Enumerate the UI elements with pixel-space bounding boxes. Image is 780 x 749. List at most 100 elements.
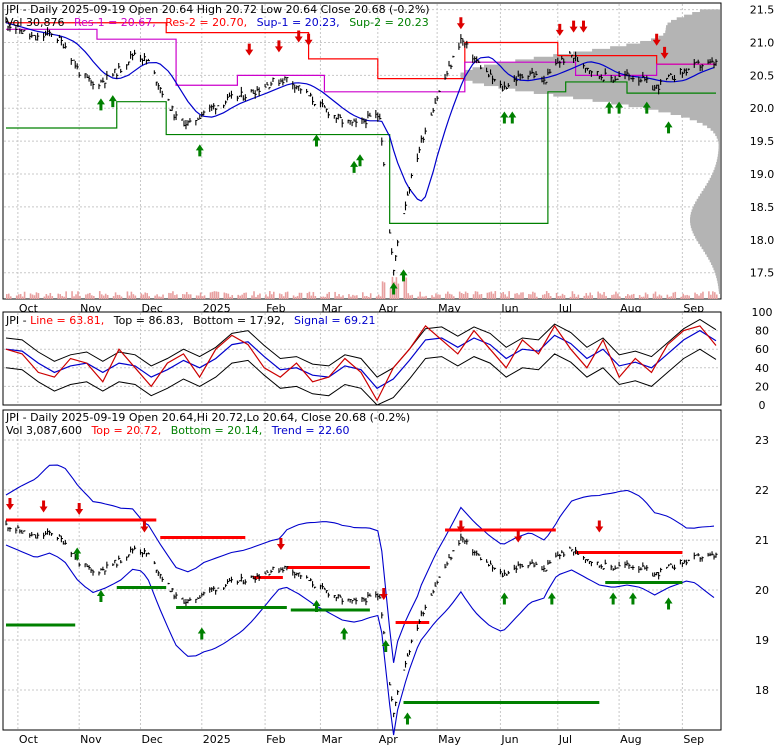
x-tick-label: 2025 (203, 733, 231, 745)
volume-profile-bar (718, 288, 720, 292)
up-arrow (389, 282, 398, 295)
volume-bar (530, 294, 532, 299)
volume-bar (575, 296, 578, 299)
volume-profile-bar (626, 43, 720, 47)
up-arrow (195, 144, 204, 157)
rsi-panel-title: JPI - Line = 63.81, Top = 86.83, Bottom … (5, 314, 376, 327)
volume-bar (348, 294, 350, 299)
volume-bar (338, 294, 340, 299)
volume-bar (541, 294, 544, 299)
volume-bar (405, 277, 408, 299)
volume-bar (407, 293, 410, 299)
volume-profile-bar (666, 25, 720, 29)
down-arrow (652, 33, 661, 46)
volume-bar (87, 293, 89, 299)
up-arrow (399, 269, 408, 282)
trend-bottom-value: Bottom = 20.14, (171, 424, 263, 437)
volume-bar (545, 291, 548, 299)
res2-line (6, 22, 716, 80)
volume-bar (583, 295, 586, 299)
volume-bar (162, 294, 164, 299)
volume-bar (660, 295, 663, 299)
rsi-lower-band (5, 348, 717, 406)
volume-bar (154, 295, 156, 299)
volume-bar (599, 293, 601, 299)
volume-profile-bar (498, 85, 720, 89)
volume-profile-bar (640, 40, 720, 44)
volume-profile-bar (671, 19, 720, 23)
y-tick-label: 100 (752, 306, 773, 319)
sup2-value: Sup-2 = 20.23 (349, 16, 429, 29)
volume-bar (63, 296, 65, 299)
volume-bar (367, 296, 370, 299)
volume-profile-bar (698, 196, 720, 200)
volume-bar (354, 295, 356, 299)
volume-bar (547, 293, 550, 299)
y-tick-label: 19.0 (750, 168, 775, 181)
down-arrow (456, 520, 465, 533)
volume-bar (142, 294, 145, 299)
down-arrow (245, 43, 254, 56)
volume-bar (17, 294, 20, 299)
volume-profile-bar (690, 217, 720, 221)
volume-bar (522, 292, 524, 299)
volume-bar (85, 294, 87, 299)
volume-bar (257, 294, 259, 299)
volume-bar (120, 296, 123, 299)
volume-bar (587, 295, 590, 299)
volume-bar (118, 294, 121, 299)
volume-bar (61, 295, 63, 299)
y-tick-label: 20.0 (750, 102, 775, 115)
trend-panel-subtitle: Vol 3,087,600 Top = 20.72, Bottom = 20.1… (6, 424, 350, 437)
x-tick-label: Feb (266, 733, 285, 745)
volume-bar (271, 294, 273, 299)
volume-profile-bar (515, 59, 720, 63)
volume-profile-bar (644, 106, 720, 110)
rsi-line-value: Line = 63.81, (30, 314, 104, 327)
up-arrow (96, 98, 105, 111)
volume-bar (352, 294, 354, 299)
volume-bar (148, 296, 150, 299)
rsi-bottom-value: Bottom = 17.92, (193, 314, 285, 327)
volume-bar (73, 296, 75, 299)
x-tick-label: May (438, 733, 461, 745)
volume-bar (158, 296, 160, 299)
volume-bar (488, 292, 491, 299)
volume-bar (490, 291, 493, 299)
volume-bar (140, 293, 143, 299)
price-panel-subtitle: Vol 30,876 Res-1 = 20.67, Res-2 = 20.70,… (6, 16, 429, 29)
volume-bar (534, 292, 536, 299)
volume-value: Vol 30,876 (6, 16, 64, 29)
volume-bar (197, 295, 200, 299)
volume-bar (237, 294, 239, 299)
up-arrow (350, 160, 359, 173)
trend-signal-arrows (5, 498, 673, 725)
volume-profile-bar (707, 125, 720, 129)
volume-bar (447, 291, 449, 299)
volume-profile-bar (665, 27, 720, 31)
volume-profile-bar (718, 148, 720, 152)
volume-bar (716, 294, 718, 299)
volume-bar (464, 291, 467, 299)
volume-bar (19, 293, 22, 299)
volume-bar (176, 294, 178, 299)
up-arrow (547, 592, 556, 605)
volume-bar (363, 296, 366, 299)
down-arrow (555, 23, 564, 36)
price-panel-title: JPI - Daily 2025-09-19 Open 20.64 High 2… (5, 3, 430, 16)
volume-bar (397, 283, 400, 299)
up-arrow (664, 121, 673, 134)
volume-bar (324, 296, 327, 299)
volume-bar (160, 296, 162, 299)
x-tick-label: Nov (80, 733, 102, 745)
up-arrow (628, 592, 637, 605)
volume-profile-bar (711, 175, 720, 179)
y-tick-label: 21 (755, 534, 769, 547)
up-arrow (642, 101, 651, 114)
y-tick-label: 21.0 (750, 36, 775, 49)
volume-profile-bar (464, 69, 720, 73)
trend-price-bars (5, 520, 718, 718)
volume-bar (100, 294, 103, 299)
y-tick-label: 19 (755, 634, 769, 647)
volume-bar (383, 282, 386, 299)
